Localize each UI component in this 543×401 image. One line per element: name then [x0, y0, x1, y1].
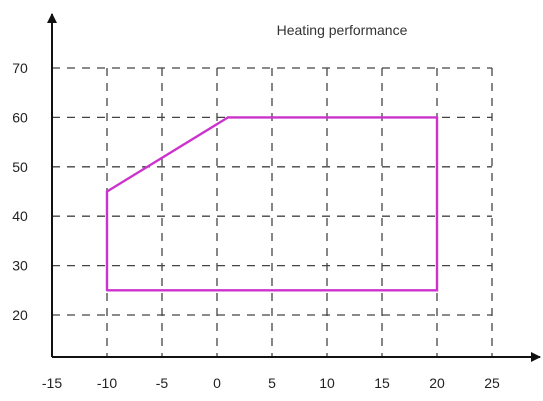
x-tick-label: 0 — [213, 375, 221, 391]
x-tick-label: 5 — [268, 375, 276, 391]
grid — [52, 67, 493, 357]
envelope-vertex — [105, 289, 109, 292]
x-tick-label: -15 — [42, 375, 62, 391]
y-tick-label: 30 — [12, 258, 28, 274]
x-tick-label: 15 — [374, 375, 390, 391]
chart-title: Heating performance — [277, 22, 408, 38]
x-tick-label: -10 — [97, 375, 117, 391]
envelope-vertex — [435, 289, 439, 292]
envelope-points — [105, 116, 439, 292]
envelope-vertex — [105, 190, 109, 193]
y-tick-label: 40 — [12, 208, 28, 224]
x-tick-label: 10 — [319, 375, 335, 391]
envelope-vertex — [435, 116, 439, 119]
x-tick-label: 25 — [484, 375, 500, 391]
x-tick-label: 20 — [429, 375, 445, 391]
y-tick-label: 70 — [12, 60, 28, 76]
heating-envelope-line — [105, 116, 439, 292]
envelope-vertex — [226, 116, 230, 119]
y-tick-label: 50 — [12, 159, 28, 175]
y-tick-labels: 20 30 40 50 60 70 — [12, 60, 28, 323]
x-tick-labels: -15 -10 -5 0 5 10 15 20 25 — [42, 375, 500, 391]
y-tick-label: 20 — [12, 307, 28, 323]
x-tick-label: -5 — [156, 375, 169, 391]
y-tick-label: 60 — [12, 109, 28, 125]
